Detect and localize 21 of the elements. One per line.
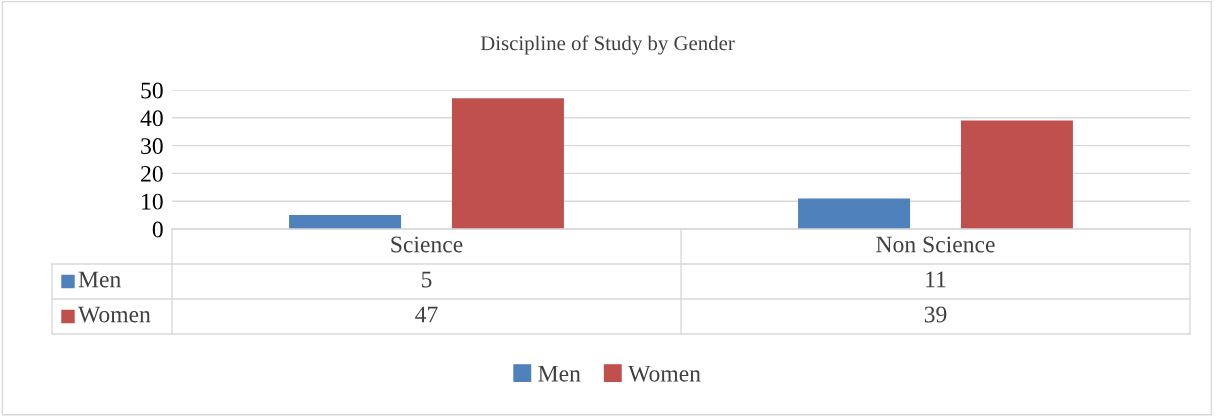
y-tick-label: 0 (152, 221, 163, 238)
y-tick-label: 20 (141, 165, 163, 182)
data-label: 5 (421, 271, 432, 288)
legend-label: Men (538, 365, 581, 382)
data-label: 39 (924, 306, 947, 323)
text: Men (78, 271, 121, 288)
bar (451, 98, 564, 229)
chart-title: Discipline of Study by Gender (480, 35, 735, 55)
data-label: 11 (926, 271, 946, 288)
bar (289, 215, 402, 229)
bar (960, 120, 1073, 229)
bar (798, 198, 911, 229)
y-tick-label: 30 (141, 138, 163, 155)
y-tick-label: 40 (140, 110, 163, 127)
x-tick-label: Non Science (876, 236, 995, 253)
y-tick-label: 50 (141, 82, 163, 99)
x-tick-label: Science (391, 236, 463, 253)
y-tick-label: 10 (142, 193, 163, 210)
data-label: 47 (415, 306, 438, 323)
legend-label: Women (628, 365, 701, 382)
text: Women (78, 306, 151, 323)
